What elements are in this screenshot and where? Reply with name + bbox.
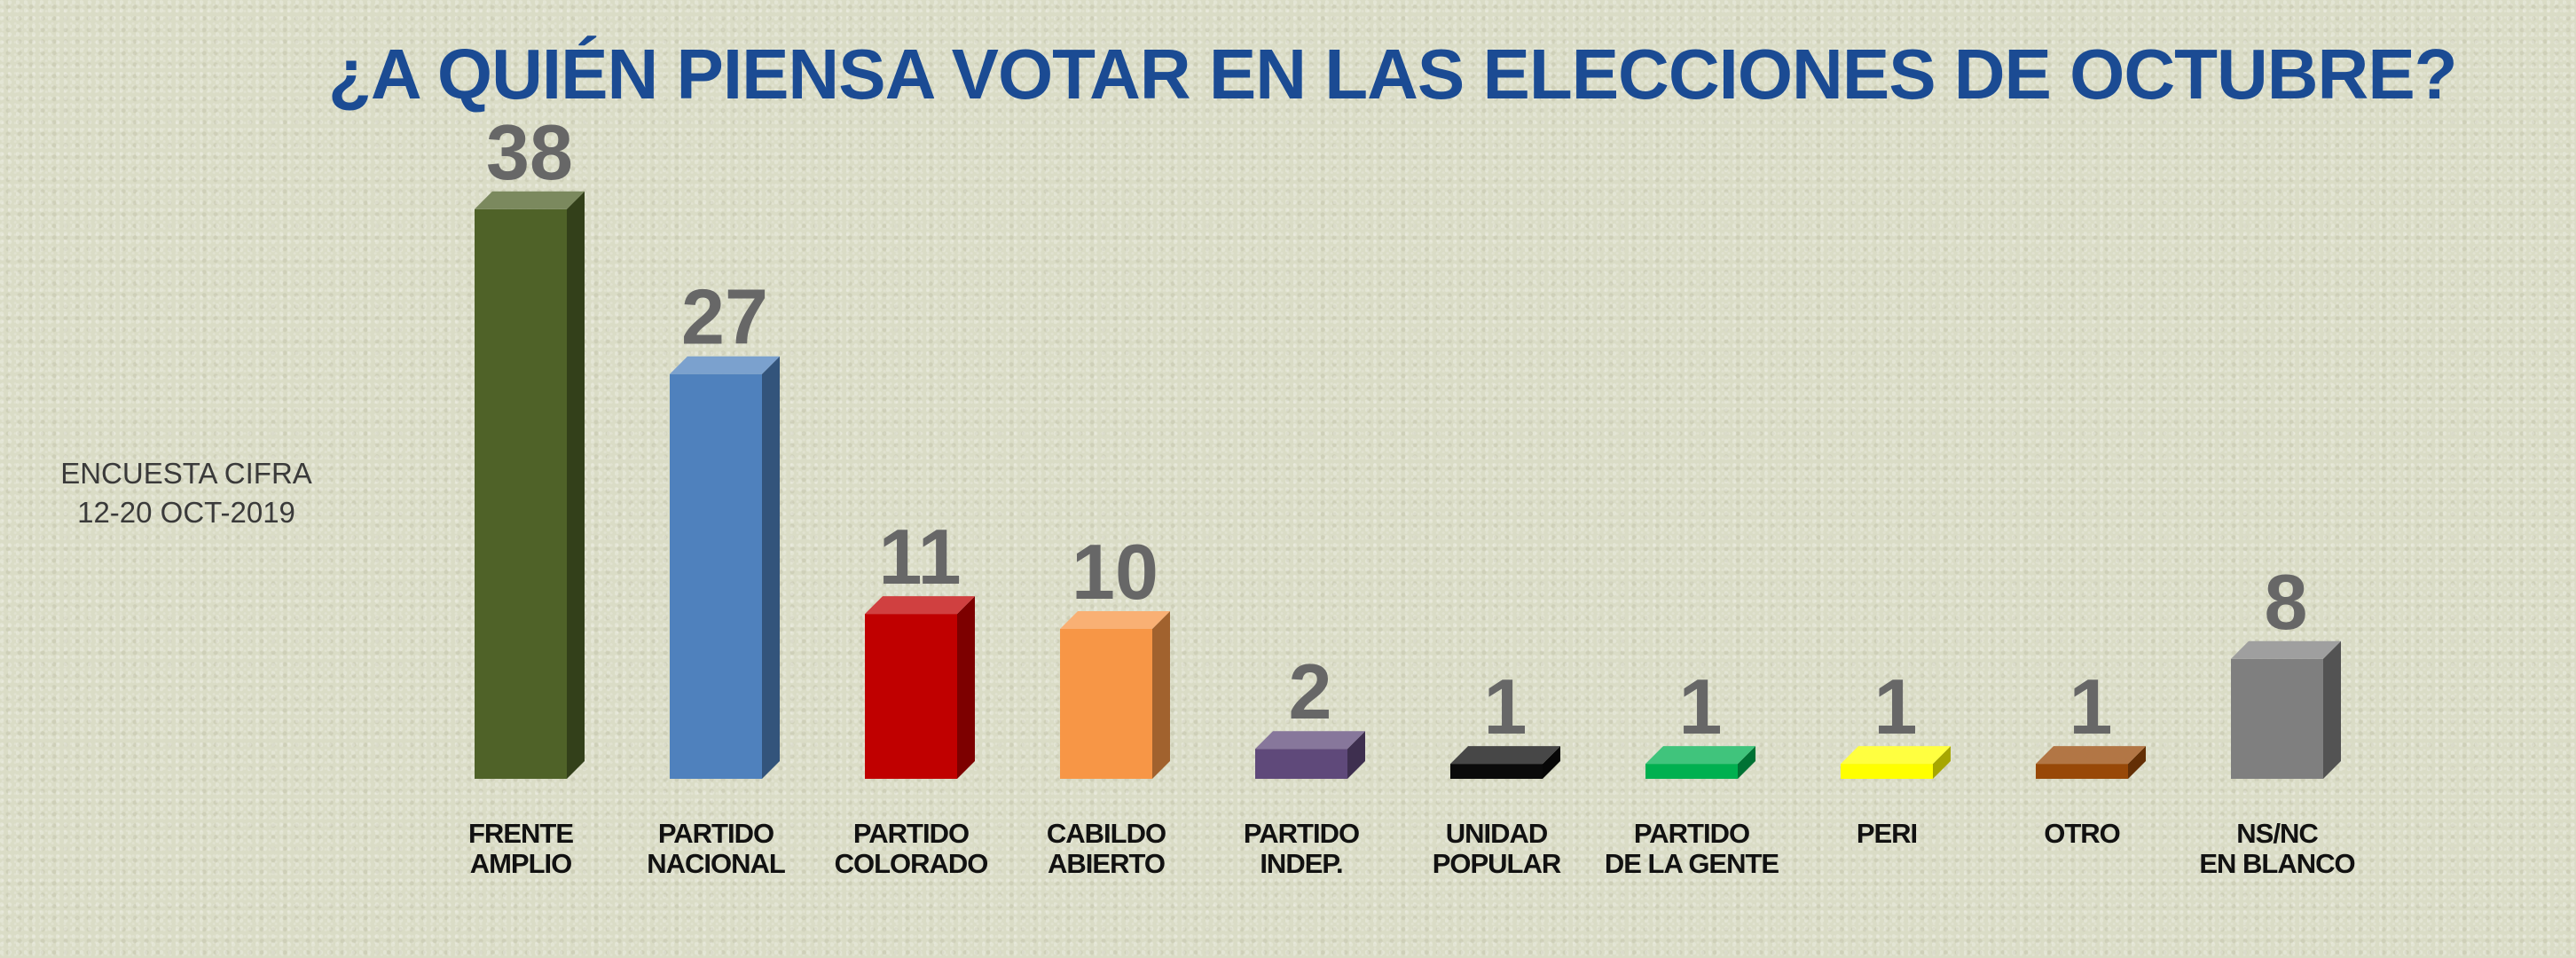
bar-top xyxy=(1255,731,1365,750)
bar-top xyxy=(1450,746,1560,765)
bar xyxy=(1255,749,1347,779)
bar-side xyxy=(1152,611,1170,779)
bar-group: 1 PERI xyxy=(1841,663,1951,849)
category-label: PARTIDO NACIONAL xyxy=(647,818,785,879)
bar-side xyxy=(567,191,585,780)
category-label: CABILDO ABIERTO xyxy=(1047,818,1166,879)
category-label: UNIDAD POPULAR xyxy=(1433,818,1561,879)
bar-group: 27 PARTIDO NACIONAL xyxy=(647,273,786,879)
data-label: 1 xyxy=(1874,663,1918,750)
survey-dates: 12-20 OCT-2019 xyxy=(77,496,295,529)
data-label: 1 xyxy=(1484,663,1528,750)
bar-side xyxy=(1933,746,1951,779)
category-label: PARTIDO INDEP. xyxy=(1244,818,1359,879)
category-label: OTRO xyxy=(2044,818,2120,849)
bar-side xyxy=(1738,746,1755,779)
bar-group: 2 PARTIDO INDEP. xyxy=(1244,648,1365,879)
bar-side xyxy=(1543,746,1560,779)
data-label: 1 xyxy=(1679,663,1723,750)
bar-group: 38 FRENTE AMPLIO xyxy=(468,108,585,879)
data-label: 27 xyxy=(681,273,768,361)
data-label: 11 xyxy=(878,513,961,601)
bar-group: 1 OTRO xyxy=(2036,663,2146,849)
category-label: FRENTE AMPLIO xyxy=(468,818,573,879)
bar xyxy=(670,373,762,779)
bar-side xyxy=(762,356,780,779)
bar-group: 11 PARTIDO COLORADO xyxy=(835,513,989,879)
bar xyxy=(1060,629,1152,779)
data-label: 1 xyxy=(2069,663,2113,750)
bar-top xyxy=(1645,746,1755,765)
data-label: 8 xyxy=(2265,558,2308,646)
bar xyxy=(2231,658,2323,779)
bar-side xyxy=(957,596,975,779)
survey-name: ENCUESTA CIFRA xyxy=(60,457,312,490)
bar-group: 1 UNIDAD POPULAR xyxy=(1433,663,1562,879)
bar-group: 10 CABILDO ABIERTO xyxy=(1047,528,1170,879)
bar-group: 8 NS/NC EN BLANCO xyxy=(2199,558,2355,879)
bar xyxy=(1841,764,1933,779)
data-label: 10 xyxy=(1072,528,1158,616)
bar-group: 1 PARTIDO DE LA GENTE xyxy=(1605,663,1780,879)
data-label: 2 xyxy=(1289,648,1332,735)
survey-info: ENCUESTA CIFRA 12-20 OCT-2019 xyxy=(27,454,346,532)
bar-top xyxy=(1060,611,1170,629)
category-label: PARTIDO COLORADO xyxy=(835,818,988,879)
bar xyxy=(2036,764,2128,779)
bar xyxy=(1645,764,1738,779)
category-label: PERI xyxy=(1857,818,1917,849)
bar-top xyxy=(670,356,780,374)
bar xyxy=(865,614,957,779)
bar-side xyxy=(2323,640,2341,779)
category-label: PARTIDO DE LA GENTE xyxy=(1605,818,1779,879)
bar-top xyxy=(865,596,975,615)
bar xyxy=(475,208,567,780)
bar-top xyxy=(2036,746,2146,765)
bar-side xyxy=(2128,746,2146,779)
bar xyxy=(1450,764,1543,779)
bar-top xyxy=(475,191,585,209)
page-title: ¿A QUIÉN PIENSA VOTAR EN LAS ELECCIONES … xyxy=(328,35,2458,114)
category-label: NS/NC EN BLANCO xyxy=(2199,818,2354,879)
bar-top xyxy=(2231,640,2341,659)
bar-side xyxy=(1347,731,1365,779)
bar-top xyxy=(1841,746,1951,765)
data-label: 38 xyxy=(486,108,573,196)
